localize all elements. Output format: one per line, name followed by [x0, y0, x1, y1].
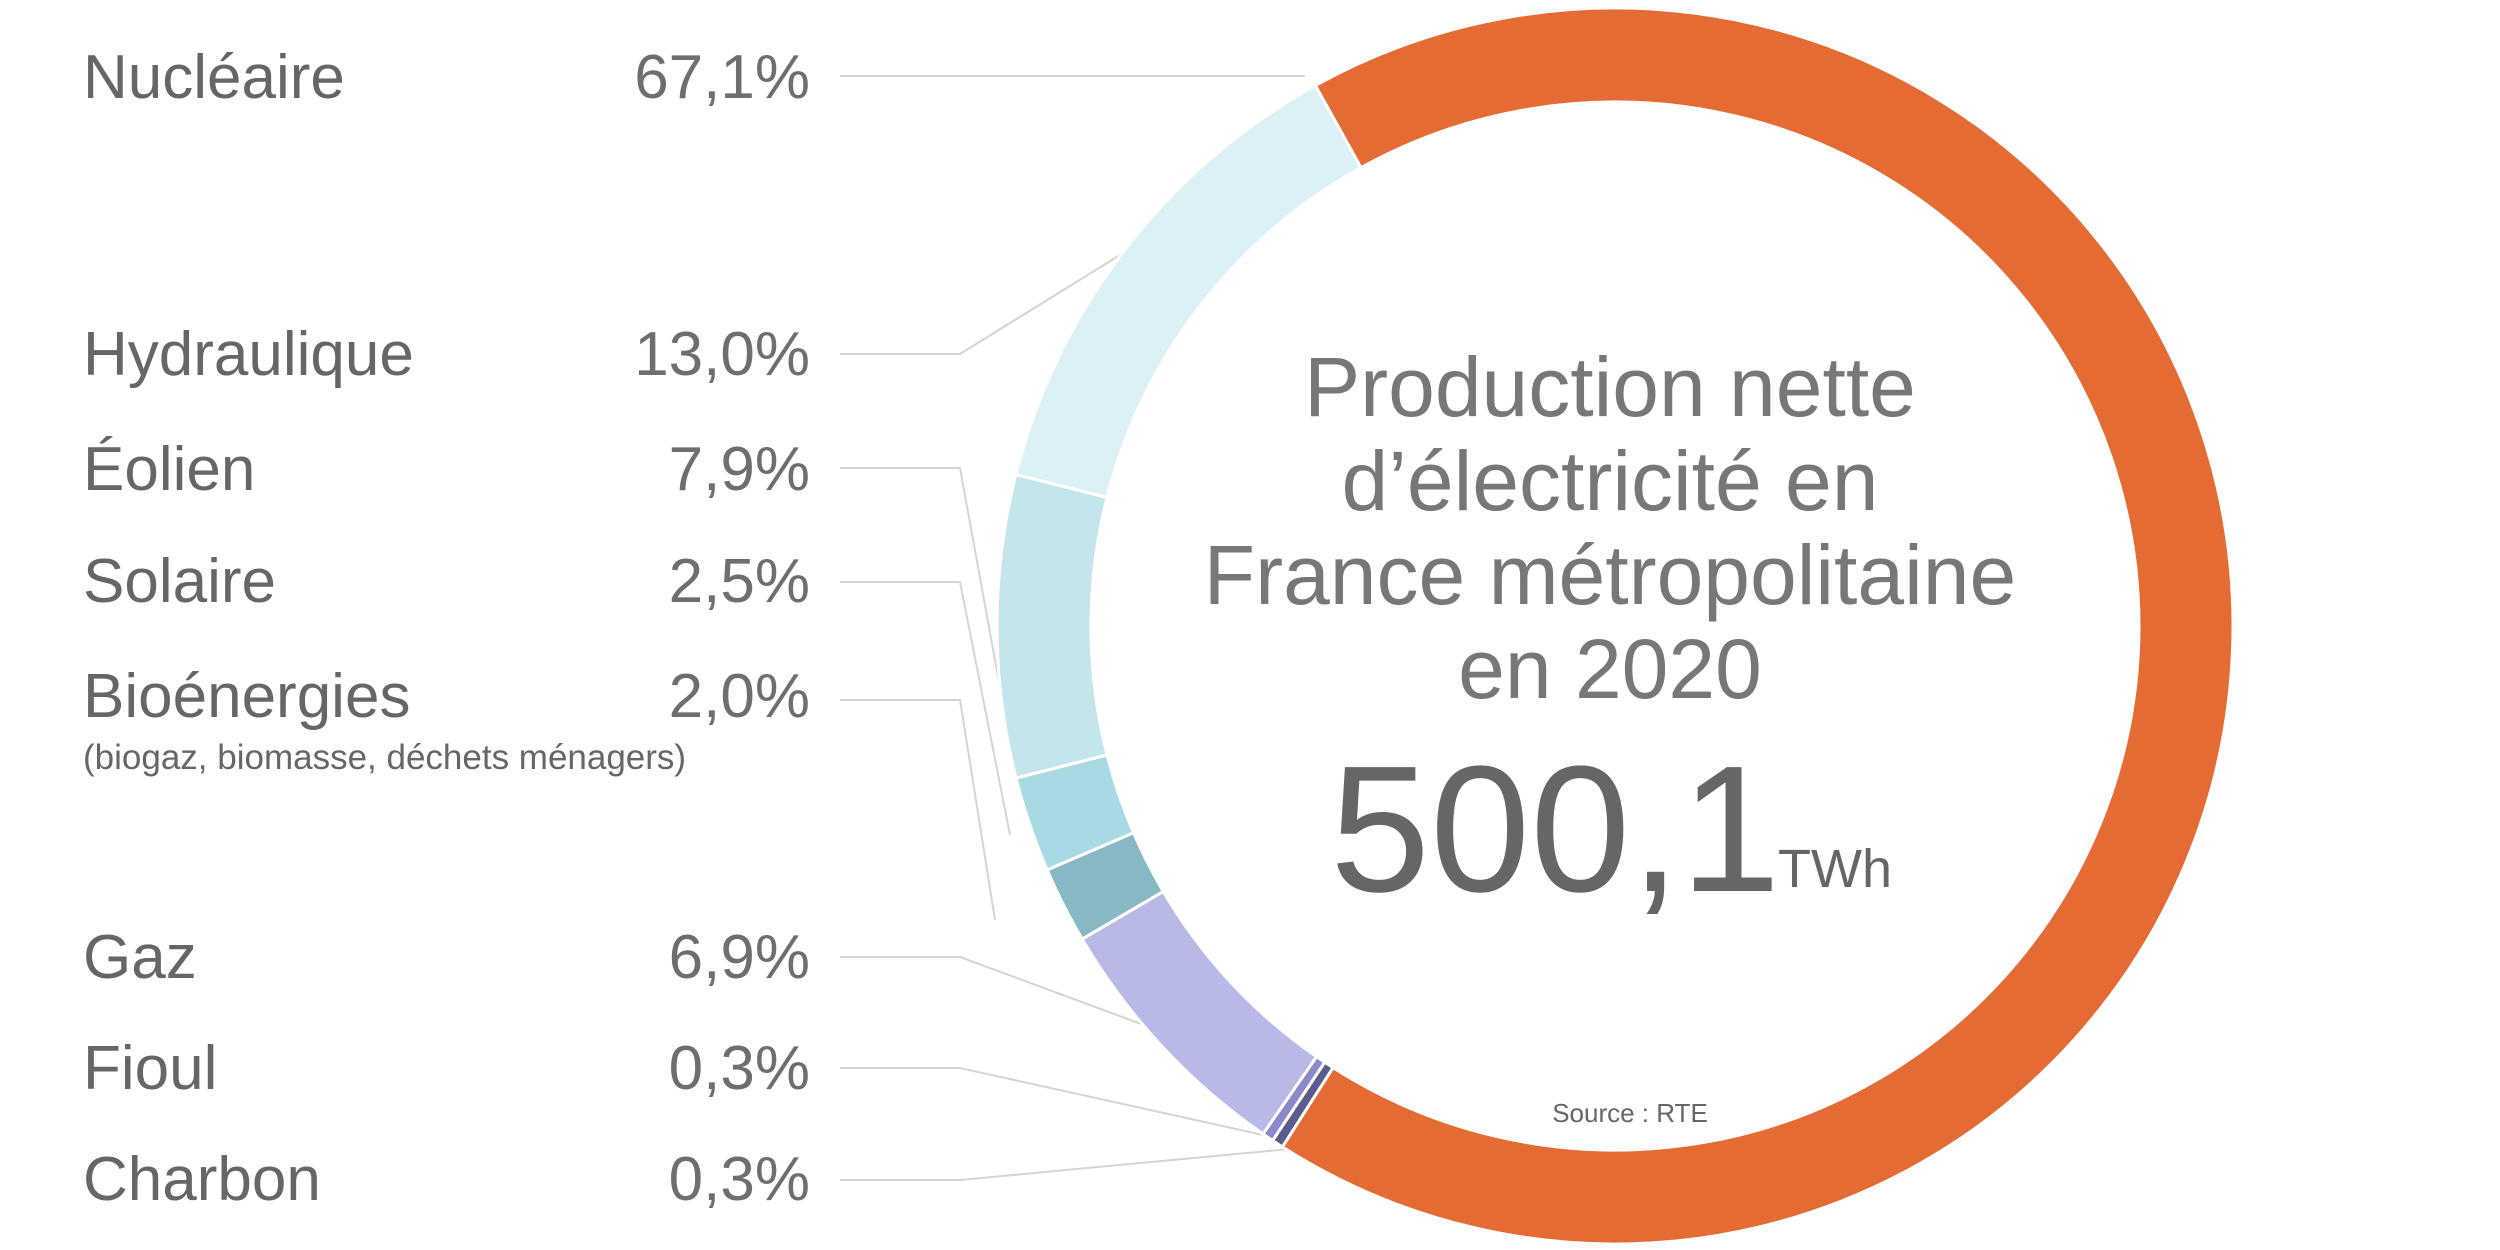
legend-label-nucleaire: Nucléaire	[83, 43, 345, 112]
leader-line-charbon	[840, 1147, 1301, 1181]
donut-slice-nucleaire	[1280, 6, 2235, 1246]
leader-line-solaire	[840, 581, 1011, 836]
leader-line-hydraulique	[840, 254, 1121, 355]
chart-title-line: Production nette	[1304, 340, 1916, 434]
legend-value-fioul: 0,3%	[668, 1034, 810, 1103]
legend-value-gaz: 6,9%	[668, 923, 810, 992]
leader-lines	[840, 75, 1305, 1181]
chart-title-line: en 2020	[1458, 622, 1762, 716]
legend-value-bioenergies: 2,0%	[668, 662, 810, 731]
donut-slice-gaz	[1080, 889, 1319, 1137]
legend-value-solaire: 2,5%	[668, 547, 810, 616]
legend-label-gaz: Gaz	[83, 923, 197, 992]
legend-value-hydraulique: 13,0%	[634, 320, 810, 389]
legend-value-eolien: 7,9%	[668, 435, 810, 504]
legend-value-charbon: 0,3%	[668, 1145, 810, 1214]
leader-line-fioul	[840, 1067, 1296, 1143]
leader-line-bioenergies	[840, 699, 996, 921]
donut-ring	[995, 6, 2235, 1246]
legend-note-bioenergies: (biogaz, biomasse, déchets ménagers)	[83, 738, 687, 777]
legend-label-charbon: Charbon	[83, 1145, 321, 1214]
donut-slice-hydraulique	[1014, 83, 1363, 500]
leader-line-eolien	[840, 467, 1006, 716]
total-unit: TWh	[1778, 839, 1892, 899]
legend-label-hydraulique: Hydraulique	[83, 320, 414, 389]
leader-line-gaz	[840, 956, 1226, 1056]
chart-title: Production nette d’électricité en France…	[1160, 340, 2060, 716]
source-note: Source : RTE	[1552, 1098, 1708, 1128]
total-value: 500,1	[1330, 729, 1781, 930]
legend-label-eolien: Éolien	[83, 435, 256, 504]
legend-label-bioenergies: Bioénergies	[83, 662, 411, 731]
legend-value-nucleaire: 67,1%	[634, 43, 810, 112]
legend-label-fioul: Fioul	[83, 1034, 218, 1103]
donut-slice-eolien	[995, 472, 1109, 780]
chart-title-line: France métropolitaine	[1203, 528, 2017, 622]
legend-label-solaire: Solaire	[83, 547, 276, 616]
chart-title-line: d’électricité en	[1341, 434, 1879, 528]
